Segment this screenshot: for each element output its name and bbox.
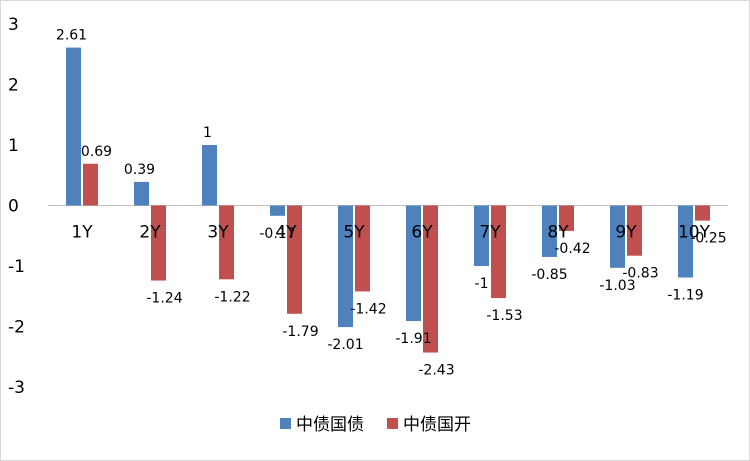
- category-label: 8Y: [547, 223, 569, 243]
- data-label-3Y-series-2: -1.22: [214, 289, 250, 305]
- data-label-10Y-series-2: -0.25: [690, 231, 726, 247]
- bar-4Y-series-2: [287, 205, 302, 314]
- bar-9Y-series-1: [610, 205, 625, 268]
- data-label-2Y-series-1: 0.39: [124, 162, 155, 178]
- category-label: 1Y: [71, 223, 93, 243]
- data-label-4Y-series-1: -0.17: [259, 226, 295, 242]
- category-label: 6Y: [411, 223, 433, 243]
- legend-label-series-1: 中债国债: [296, 415, 364, 435]
- data-label-6Y-series-1: -1.91: [395, 331, 431, 347]
- bar-10Y-series-2: [695, 205, 710, 221]
- bar-6Y-series-1: [406, 205, 421, 322]
- category-label: 7Y: [479, 223, 501, 243]
- legend: 中债国债 中债国开: [280, 415, 471, 435]
- category-label: 4Y: [275, 223, 297, 243]
- y-tick-label: 0: [8, 197, 19, 217]
- data-label-8Y-series-1: -0.85: [531, 267, 567, 283]
- bars: [66, 47, 710, 353]
- bar-8Y-series-2: [559, 205, 574, 231]
- data-label-1Y-series-2: 0.69: [81, 144, 112, 160]
- bar-1Y-series-2: [83, 163, 98, 206]
- bar-6Y-series-2: [423, 205, 438, 353]
- bar-2Y-series-1: [134, 181, 149, 206]
- data-label-5Y-series-1: -2.01: [327, 337, 363, 353]
- data-label-2Y-series-2: -1.24: [146, 291, 182, 307]
- bar-7Y-series-2: [491, 205, 506, 299]
- y-tick-label: -2: [8, 318, 25, 338]
- data-label-5Y-series-2: -1.42: [350, 301, 386, 317]
- category-label: 10Y: [678, 223, 711, 243]
- bar-10Y-series-1: [678, 205, 693, 278]
- bar-2Y-series-2: [151, 205, 166, 281]
- bar-8Y-series-1: [542, 205, 557, 257]
- data-label-4Y-series-2: -1.79: [282, 324, 318, 340]
- data-label-7Y-series-2: -1.53: [486, 308, 522, 324]
- data-label-3Y-series-1: 1: [203, 125, 212, 141]
- bar-1Y-series-1: [66, 47, 81, 206]
- data-label-6Y-series-2: -2.43: [418, 363, 454, 379]
- legend-swatch-series-2: [387, 418, 398, 429]
- y-tick-label: -1: [8, 257, 25, 277]
- bar-7Y-series-1: [474, 205, 489, 266]
- category-labels: 1Y 2Y 3Y 4Y 5Y 6Y 7Y 8Y 9Y 10Y: [71, 223, 710, 243]
- legend-swatch-series-1: [280, 418, 291, 429]
- data-label-7Y-series-1: -1: [475, 276, 489, 292]
- legend-label-series-2: 中债国开: [403, 415, 471, 435]
- data-label-8Y-series-2: -0.42: [554, 241, 590, 257]
- y-axis-ticks: 3 2 1 0 -1 -2 -3: [8, 15, 25, 398]
- data-label-9Y-series-2: -0.83: [622, 266, 658, 282]
- bar-9Y-series-2: [627, 205, 642, 256]
- data-labels: 2.61 0.69 0.39 -1.24 1 -1.22 -0.17 -1.79 -2.01 -1…: [56, 28, 727, 379]
- data-label-10Y-series-1: -1.19: [667, 287, 703, 303]
- y-tick-label: 2: [8, 76, 19, 96]
- category-label: 2Y: [139, 223, 161, 243]
- category-label: 9Y: [615, 223, 637, 243]
- y-tick-label: -3: [8, 378, 25, 398]
- bar-5Y-series-2: [355, 205, 370, 292]
- category-label: 3Y: [207, 223, 229, 243]
- y-tick-label: 3: [8, 15, 19, 35]
- bar-3Y-series-1: [202, 145, 217, 206]
- bar-5Y-series-1: [338, 205, 353, 328]
- bar-4Y-series-1: [270, 205, 285, 216]
- data-label-1Y-series-1: 2.61: [56, 28, 87, 44]
- y-tick-label: 1: [8, 136, 19, 156]
- data-label-9Y-series-1: -1.03: [599, 278, 635, 294]
- bar-3Y-series-2: [219, 205, 234, 280]
- category-label: 5Y: [343, 223, 365, 243]
